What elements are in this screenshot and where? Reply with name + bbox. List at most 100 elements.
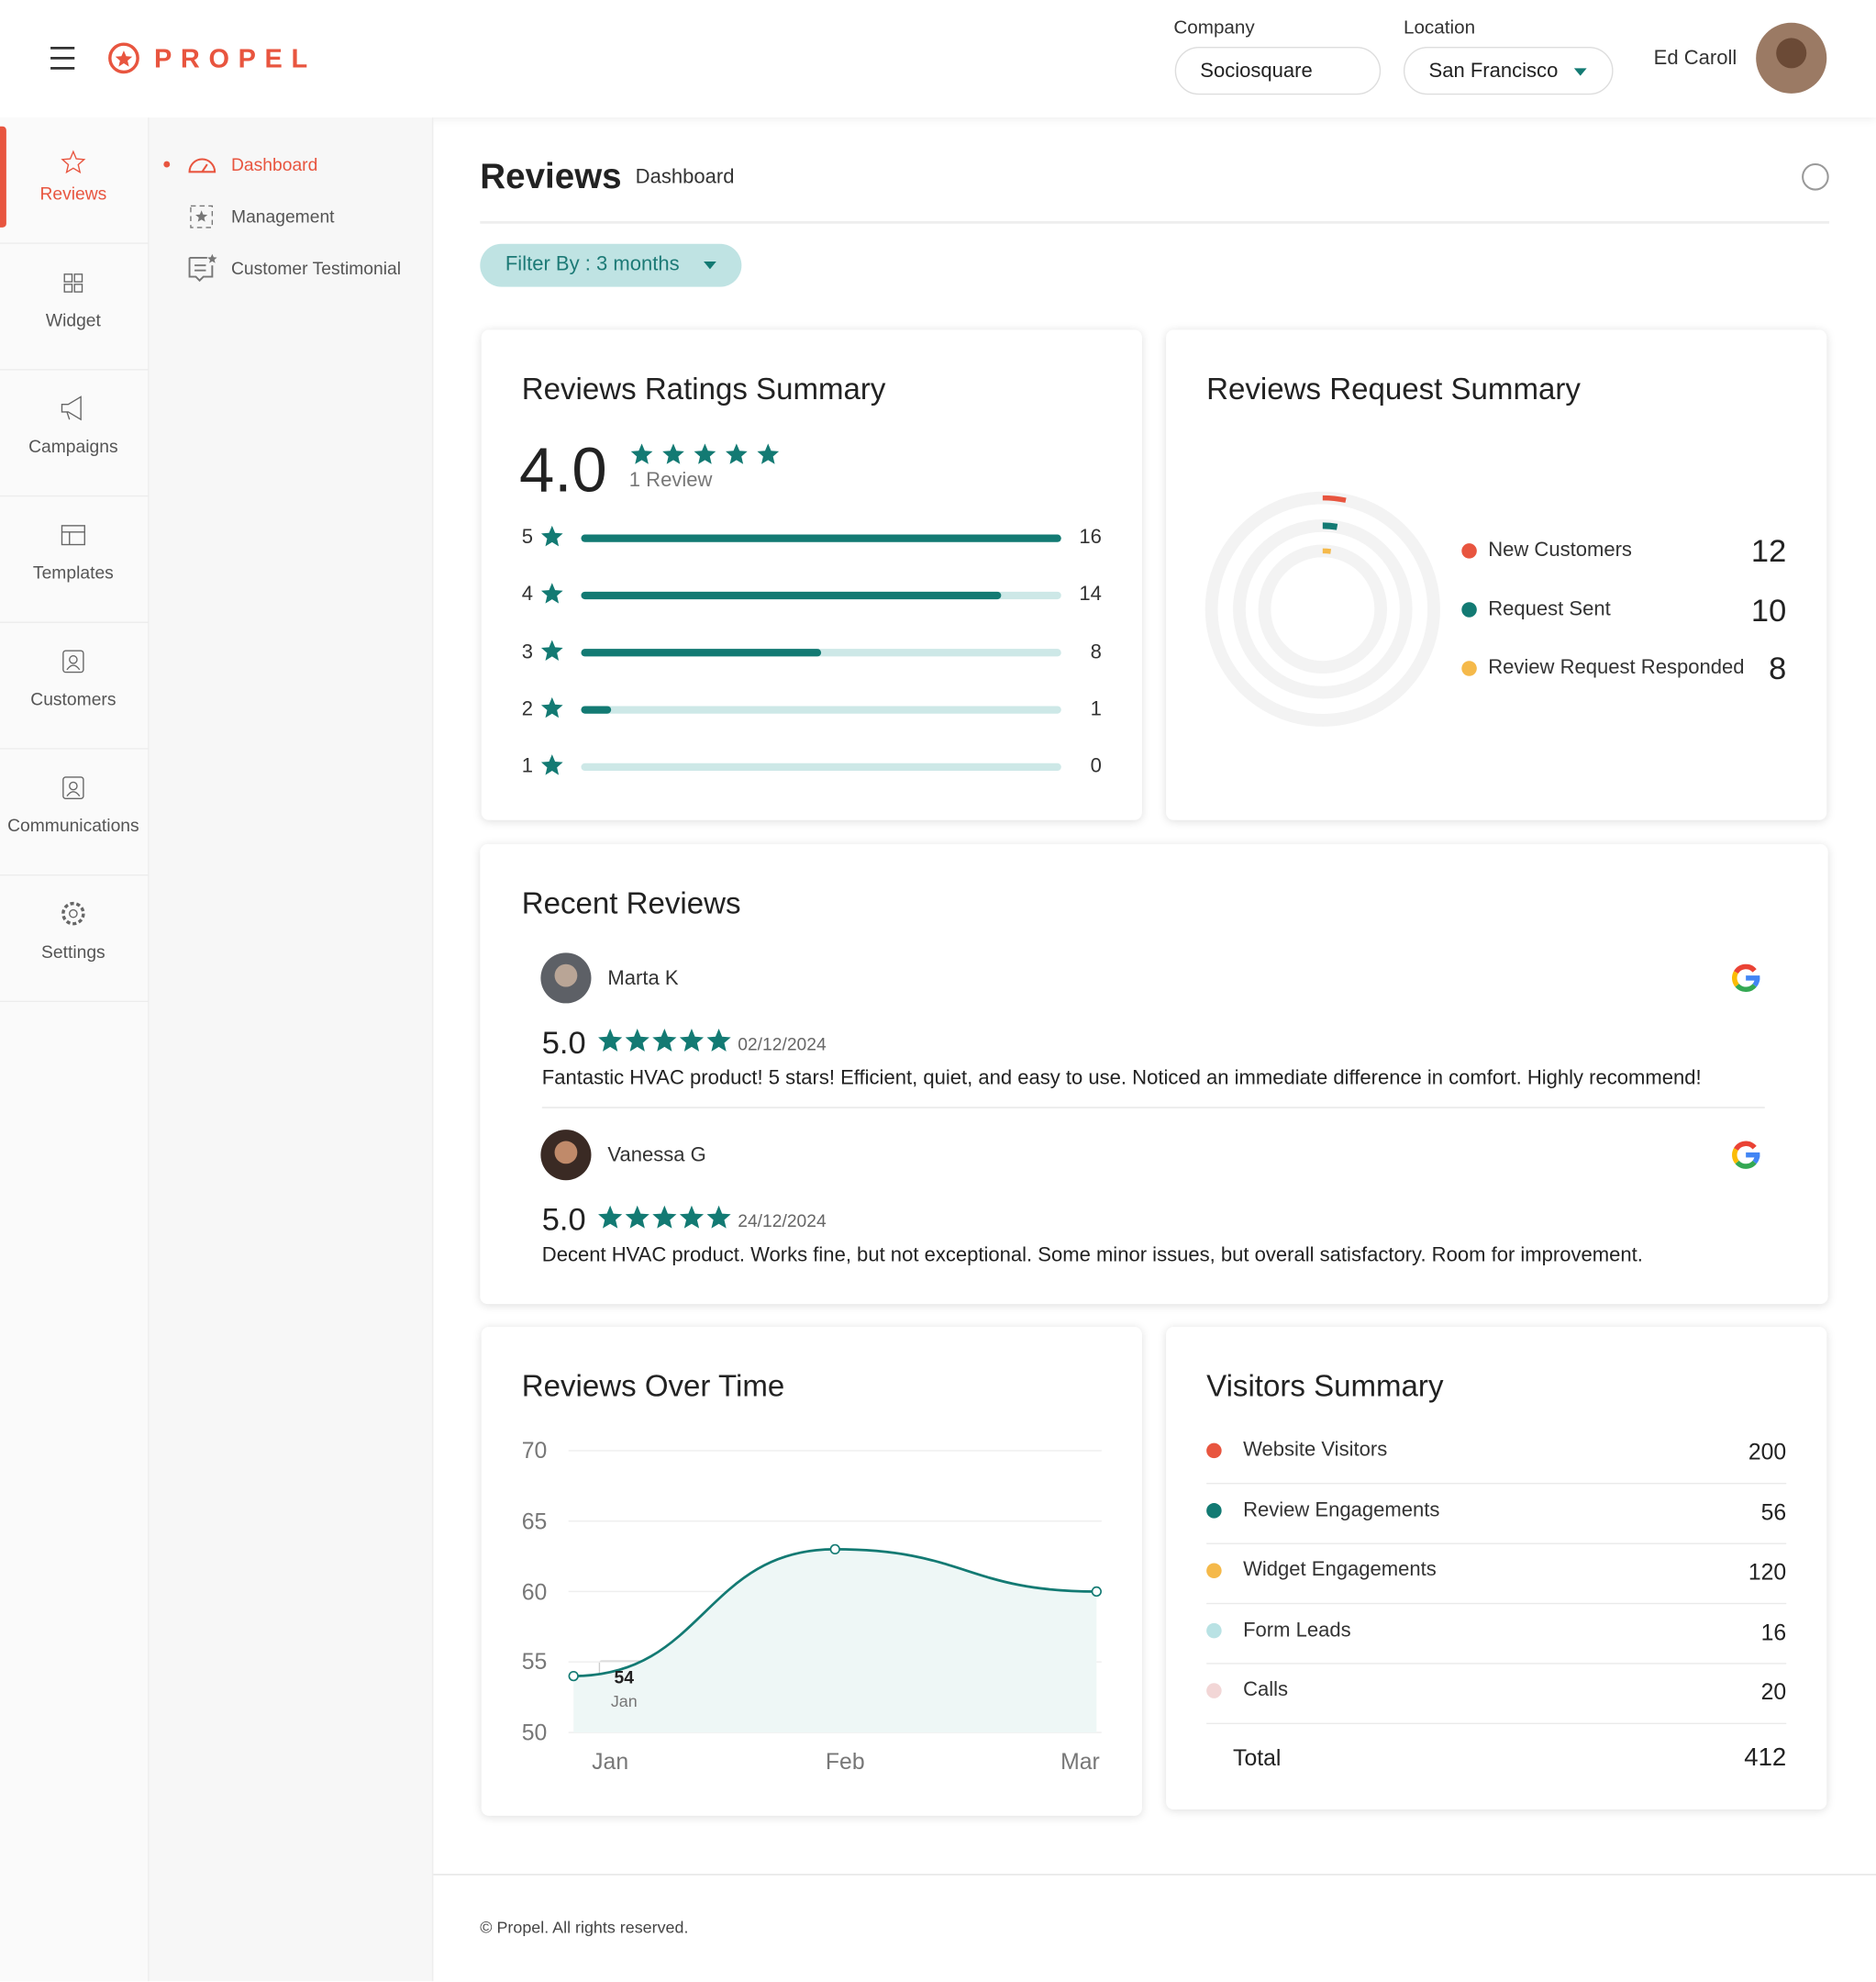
- sidebar: [0, 117, 150, 1982]
- sidebar-label[interactable]: Reviews: [39, 183, 107, 204]
- star-icon: [598, 1205, 623, 1229]
- star-icon: [540, 583, 563, 604]
- widget-icon: [73, 273, 83, 283]
- rating-bar: [581, 649, 822, 657]
- x-tick-label: Mar: [1060, 1748, 1100, 1775]
- legend-label: Review Request Responded: [1488, 657, 1745, 679]
- card-title: Recent Reviews: [521, 886, 741, 921]
- location-label: Location: [1403, 17, 1476, 39]
- person-icon: [62, 776, 84, 800]
- star-icon: [679, 1028, 705, 1052]
- review-divider: [541, 1107, 1765, 1108]
- company-label: Company: [1173, 17, 1255, 39]
- filter-button[interactable]: [480, 243, 742, 287]
- star-icon: [757, 443, 780, 464]
- google-icon: [1735, 983, 1757, 992]
- active-dot: [163, 161, 171, 168]
- average-rating: 4.0: [518, 434, 607, 506]
- rating-count: 16: [1079, 527, 1102, 549]
- x-tick-label: Feb: [825, 1748, 865, 1775]
- legend-dot: [1206, 1622, 1222, 1639]
- star-icon: [540, 754, 563, 775]
- visitor-label: Widget Engagements: [1243, 1559, 1437, 1581]
- sidebar-item[interactable]: [0, 750, 150, 876]
- submenu-label[interactable]: Dashboard: [231, 154, 318, 175]
- widget-icon: [73, 284, 83, 293]
- google-icon: [1732, 1148, 1739, 1164]
- submenu-label[interactable]: Customer Testimonial: [231, 257, 402, 278]
- rating-bar: [581, 706, 612, 714]
- star-icon: [195, 210, 208, 222]
- legend-dot: [1461, 661, 1477, 676]
- reviewer-name: Marta K: [607, 967, 679, 990]
- sidebar-item[interactable]: [0, 875, 150, 1003]
- star-icon: [115, 50, 133, 67]
- star-icon: [652, 1205, 677, 1229]
- review-date: 24/12/2024: [738, 1210, 827, 1231]
- star-icon: [726, 443, 748, 464]
- star-icon: [540, 640, 563, 661]
- brand-name: PROPEL: [154, 44, 316, 74]
- recent-reviews-card: [480, 843, 1828, 1305]
- sidebar-label[interactable]: Widget: [45, 309, 101, 330]
- filter-label[interactable]: Filter By : 3 months: [505, 253, 680, 276]
- visitor-value: 120: [1748, 1559, 1787, 1585]
- user-avatar-face: [1776, 38, 1807, 69]
- legend-label: Request Sent: [1488, 598, 1611, 620]
- sidebar-item[interactable]: [0, 623, 150, 750]
- dashboard-icon: [188, 158, 216, 173]
- submenu-panel: [149, 117, 434, 1982]
- sidebar-label[interactable]: Customers: [30, 688, 117, 709]
- star-icon: [694, 443, 716, 464]
- sidebar-item[interactable]: [0, 370, 150, 497]
- sidebar-label[interactable]: Communications: [7, 815, 139, 836]
- reviewer-avatar-face: [554, 1141, 578, 1164]
- sidebar-item[interactable]: [0, 496, 150, 623]
- rating-bar: [581, 591, 1002, 600]
- review-date: 02/12/2024: [738, 1033, 827, 1054]
- sidebar-label[interactable]: Campaigns: [28, 436, 118, 457]
- rating-track: [581, 763, 1061, 772]
- templates-icon: [61, 531, 85, 545]
- star-icon: [706, 1205, 731, 1229]
- star-icon: [679, 1205, 705, 1229]
- submenu-label[interactable]: Management: [231, 206, 335, 227]
- ring-arc: [1322, 495, 1347, 503]
- legend-dot: [1206, 1563, 1222, 1578]
- tooltip-label: Jan: [610, 1691, 638, 1710]
- google-icon: [1734, 1141, 1757, 1152]
- campaigns-icon: [61, 395, 82, 421]
- star-level: 3: [521, 640, 534, 663]
- star-level: 5: [521, 527, 534, 549]
- google-icon: [1732, 971, 1739, 987]
- visitor-value: 16: [1760, 1619, 1787, 1645]
- logo-icon: [108, 42, 139, 74]
- ring-track: [1258, 544, 1388, 674]
- star-icon: [652, 1028, 677, 1052]
- sidebar-label[interactable]: Settings: [41, 941, 105, 962]
- card-title: Reviews Over Time: [521, 1369, 785, 1404]
- location-value: San Francisco: [1428, 61, 1559, 83]
- star-icon: [662, 443, 684, 464]
- sidebar-item[interactable]: [0, 117, 150, 244]
- line-point: [1091, 1586, 1102, 1598]
- tooltip-value: 54: [614, 1666, 635, 1687]
- breadcrumb: Dashboard: [635, 166, 735, 189]
- rating-track: [581, 706, 1061, 714]
- y-tick-label: 55: [521, 1649, 548, 1676]
- visitor-label: Website Visitors: [1243, 1439, 1388, 1461]
- star-icon: [61, 150, 86, 174]
- sidebar-label[interactable]: Templates: [32, 562, 114, 583]
- legend-dot: [1461, 602, 1477, 618]
- rating-count: 0: [1090, 755, 1102, 777]
- review-count: 1 Review: [628, 470, 713, 492]
- visitor-value: 20: [1760, 1679, 1787, 1705]
- company-select[interactable]: [1174, 46, 1382, 95]
- testimonial-icon: [188, 256, 214, 283]
- help-icon[interactable]: [1802, 162, 1829, 191]
- sidebar-item[interactable]: [0, 244, 150, 371]
- rating-count: 8: [1090, 640, 1102, 663]
- review-rating: 5.0: [541, 1202, 586, 1238]
